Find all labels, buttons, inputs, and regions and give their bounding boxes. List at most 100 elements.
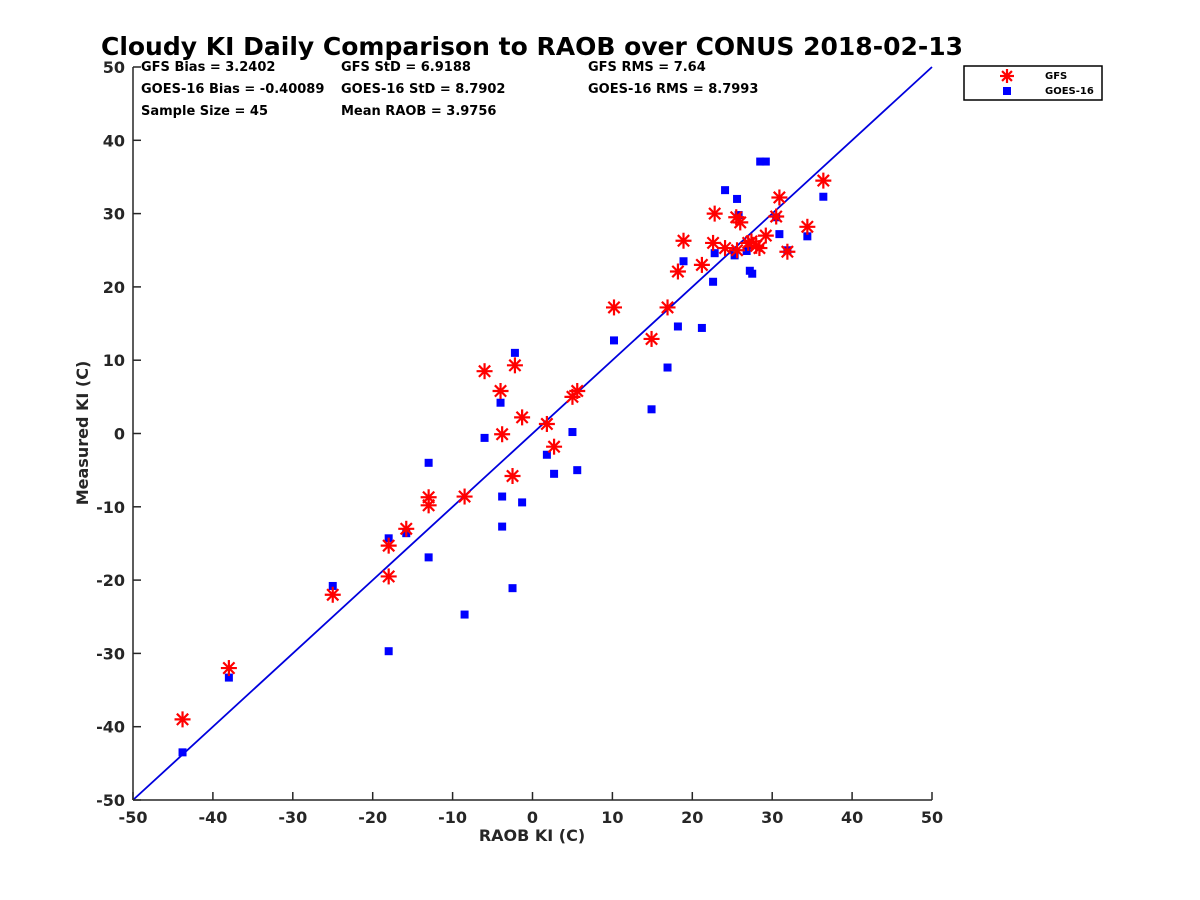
legend: GFS GOES-16 <box>963 65 1103 101</box>
gfs-point <box>779 243 796 260</box>
x-tick-label: -40 <box>198 808 227 827</box>
goes-16-point <box>710 249 719 258</box>
goes-16-point <box>819 192 828 201</box>
stat-gfs-std: GFS StD = 6.9188 <box>341 60 471 75</box>
y-tick-label: -50 <box>96 791 125 810</box>
gfs-point <box>506 357 523 374</box>
gfs-point <box>569 382 586 399</box>
x-tick-label: 30 <box>761 808 783 827</box>
goes-16-point <box>508 584 517 593</box>
gfs-point <box>705 234 722 251</box>
gfs-point <box>605 299 622 316</box>
gfs-point <box>799 218 816 235</box>
gfs-point <box>643 330 660 347</box>
gfs-point <box>324 586 341 603</box>
stat-gfs-rms: GFS RMS = 7.64 <box>588 60 706 75</box>
goes-16-point <box>480 433 489 442</box>
y-axis-label: Measured KI (C) <box>73 361 92 506</box>
legend-gfs-label: GFS <box>1045 71 1067 82</box>
y-tick-label: -40 <box>96 718 125 737</box>
gfs-point <box>546 438 563 455</box>
stat-sample-size: Sample Size = 45 <box>141 104 268 119</box>
y-tick-label: -20 <box>96 571 125 590</box>
goes-16-point <box>673 322 682 331</box>
gfs-point <box>732 214 749 231</box>
y-tick-label: -10 <box>96 498 125 517</box>
legend-gfs-asterisk <box>1000 69 1014 83</box>
goes-16-point <box>775 230 784 239</box>
gfs-point <box>729 242 746 259</box>
series-gfs <box>174 172 832 728</box>
goes-16-point <box>224 673 233 682</box>
gfs-point <box>514 409 531 426</box>
goes-16-point <box>730 251 739 260</box>
gfs-point <box>675 232 692 249</box>
goes-16-point <box>178 748 187 757</box>
gfs-point <box>420 497 437 514</box>
x-tick-label: 0 <box>527 808 538 827</box>
gfs-point <box>706 205 723 222</box>
gfs-point <box>815 172 832 189</box>
x-tick-label: -10 <box>438 808 467 827</box>
gfs-point <box>456 488 473 505</box>
reference-line-group <box>132 66 933 801</box>
goes-16-point <box>748 269 757 278</box>
goes-16-point <box>498 522 507 531</box>
gfs-point <box>398 520 415 537</box>
y-tick-label: -30 <box>96 644 125 663</box>
stat-goes-rms: GOES-16 RMS = 8.7993 <box>588 82 758 97</box>
stat-goes-std: GOES-16 StD = 8.7902 <box>341 82 505 97</box>
goes-16-point <box>460 610 469 619</box>
goes-16-point <box>384 647 393 656</box>
goes-16-point <box>568 428 577 437</box>
goes-16-point <box>803 232 812 241</box>
gfs-point <box>220 660 237 677</box>
goes-16-point <box>761 157 770 166</box>
x-tick-label: -20 <box>358 808 387 827</box>
gfs-point <box>476 363 493 380</box>
goes-16-point <box>550 469 559 478</box>
gfs-point <box>771 189 788 206</box>
stat-gfs-bias: GFS Bias = 3.2402 <box>141 60 275 75</box>
goes-16-point <box>496 398 505 407</box>
goes-16-point <box>424 553 433 562</box>
gfs-point <box>757 227 774 244</box>
goes-16-point <box>498 492 507 501</box>
x-tick-label: 20 <box>681 808 703 827</box>
goes-16-point <box>510 348 519 357</box>
stat-goes-bias: GOES-16 Bias = -0.40089 <box>141 82 324 97</box>
y-tick-label: 40 <box>103 131 125 150</box>
gfs-point <box>693 256 710 273</box>
y-tick-label: 50 <box>103 58 125 77</box>
y-tick-label: 30 <box>103 205 125 224</box>
goes-16-point <box>756 157 765 166</box>
one-to-one-line <box>132 66 933 801</box>
goes-16-point <box>573 466 582 475</box>
series-group <box>174 157 832 757</box>
goes-16-point <box>518 498 527 507</box>
goes-16-point <box>663 363 672 372</box>
axes: -50 -40 -30 -20 -10 0 10 20 30 40 50 50 40 30 20 10 0 -10… <box>96 58 943 827</box>
gfs-point <box>751 240 768 257</box>
gfs-point <box>494 426 511 443</box>
gfs-point <box>768 208 785 225</box>
y-tick-label: 20 <box>103 278 125 297</box>
y-tick-label: 10 <box>103 351 125 370</box>
gfs-point <box>659 299 676 316</box>
goes-16-point <box>328 581 337 590</box>
goes-16-point <box>609 336 618 345</box>
gfs-point <box>174 711 191 728</box>
gfs-point <box>380 568 397 585</box>
chart-title: Cloudy KI Daily Comparison to RAOB over … <box>101 32 963 61</box>
goes-16-point <box>424 458 433 467</box>
gfs-point <box>717 240 734 257</box>
goes-16-point <box>733 194 742 203</box>
goes-16-point <box>697 323 706 332</box>
x-tick-label: 40 <box>841 808 863 827</box>
x-tick-label: 50 <box>921 808 943 827</box>
legend-goes-label: GOES-16 <box>1045 86 1094 97</box>
goes-16-point <box>721 186 730 195</box>
legend-box <box>963 65 1103 101</box>
x-tick-label: 10 <box>601 808 623 827</box>
